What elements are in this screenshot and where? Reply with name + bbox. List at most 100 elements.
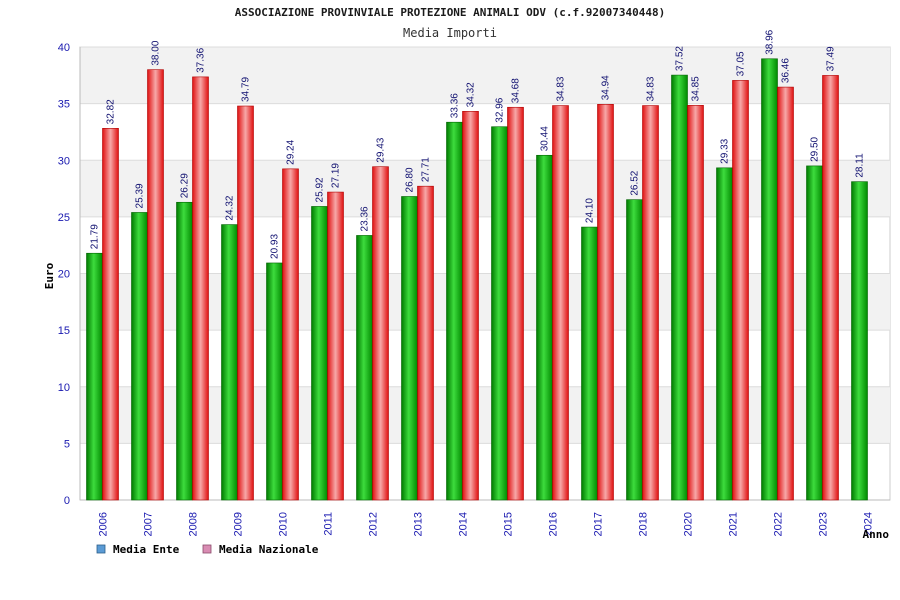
value-label-media-ente-2023: 29.50 — [810, 136, 821, 161]
bar-media-ente-2006 — [86, 252, 103, 501]
bar-media-ente-2010 — [266, 262, 283, 501]
value-label-media-ente-2016: 30.44 — [540, 126, 551, 151]
bar-media-nazionale-2011 — [327, 191, 344, 501]
value-label-media-nazionale-2009: 34.79 — [241, 77, 252, 102]
x-tick-label-2020: 2020 — [683, 512, 695, 536]
bar-media-ente-2007 — [131, 212, 148, 501]
x-tick-label-2022: 2022 — [773, 512, 785, 536]
y-tick-label: 30 — [58, 155, 70, 167]
bar-media-nazionale-2023 — [822, 75, 839, 501]
bar-media-nazionale-2013 — [417, 185, 434, 501]
legend-label-media-nazionale: Media Nazionale — [219, 543, 319, 556]
bar-media-ente-2008 — [176, 201, 193, 501]
bar-media-nazionale-2009 — [237, 105, 254, 501]
value-label-media-ente-2018: 26.52 — [630, 170, 641, 195]
value-label-media-ente-2017: 24.10 — [585, 198, 596, 223]
value-label-media-nazionale-2012: 29.43 — [376, 137, 387, 162]
bar-media-ente-2021 — [716, 167, 733, 501]
bar-media-nazionale-2008 — [192, 76, 209, 501]
y-axis-ticks: 0 5 10 15 20 25 30 35 40 — [58, 42, 70, 507]
x-tick-label-2011: 2011 — [323, 512, 335, 536]
bar-media-nazionale-2007 — [147, 69, 164, 501]
value-label-media-nazionale-2013: 27.71 — [421, 157, 432, 182]
x-tick-label-2016: 2016 — [548, 512, 560, 536]
legend-swatch-media-nazionale — [202, 544, 212, 554]
value-labels: 21.79 32.82 25.39 38.00 26.29 37.36 24.32 34.79… — [90, 29, 866, 259]
bar-media-ente-2020 — [671, 74, 688, 501]
value-label-media-ente-2021: 29.33 — [720, 138, 731, 163]
bar-media-ente-2016 — [536, 154, 553, 501]
bars — [86, 58, 868, 501]
bar-media-nazionale-2012 — [372, 166, 389, 501]
value-label-media-nazionale-2010: 29.24 — [286, 139, 297, 164]
value-label-media-ente-2024: 28.11 — [855, 153, 866, 178]
value-label-media-ente-2020: 37.52 — [675, 46, 686, 71]
grid-lines — [79, 46, 890, 501]
value-label-media-nazionale-2020: 34.85 — [691, 76, 702, 101]
value-label-media-ente-2010: 20.93 — [270, 234, 281, 259]
x-tick-label-2007: 2007 — [143, 512, 155, 536]
bar-media-ente-2022 — [761, 58, 778, 501]
x-axis-ticks: 2006 2007 2008 2009 2010 2011 2012 2013 2014 2015… — [98, 512, 875, 536]
bar-media-ente-2015 — [491, 126, 508, 501]
bar-media-nazionale-2022 — [777, 86, 794, 501]
x-tick-label-2015: 2015 — [503, 512, 515, 536]
value-label-media-ente-2007: 25.39 — [135, 183, 146, 208]
value-label-media-ente-2015: 32.96 — [495, 97, 506, 122]
bar-media-nazionale-2015 — [507, 106, 524, 501]
bar-media-nazionale-2020 — [687, 105, 704, 501]
value-label-media-ente-2009: 24.32 — [225, 195, 236, 220]
value-label-media-ente-2008: 26.29 — [180, 173, 191, 198]
x-tick-label-2013: 2013 — [413, 512, 425, 536]
bar-media-nazionale-2016 — [552, 105, 569, 501]
chart-subtitle: Media Importi — [403, 26, 497, 40]
value-label-media-ente-2012: 23.36 — [360, 206, 371, 231]
value-label-media-ente-2013: 26.80 — [405, 167, 416, 192]
bar-media-ente-2024 — [851, 181, 868, 501]
value-label-media-nazionale-2006: 32.82 — [106, 99, 117, 124]
value-label-media-nazionale-2007: 38.00 — [151, 40, 162, 65]
value-label-media-ente-2022: 38.96 — [765, 29, 776, 54]
x-tick-label-2024: 2024 — [863, 512, 875, 536]
plot-band — [80, 273, 890, 331]
value-label-media-nazionale-2022: 36.46 — [781, 58, 792, 83]
x-tick-label-2010: 2010 — [278, 512, 290, 536]
value-label-media-ente-2014: 33.36 — [450, 93, 461, 118]
value-label-media-nazionale-2023: 37.49 — [826, 46, 837, 71]
y-axis-label: Euro — [43, 262, 56, 289]
y-tick-label: 10 — [58, 382, 70, 394]
value-label-media-nazionale-2015: 34.68 — [511, 78, 522, 103]
x-tick-label-2014: 2014 — [458, 512, 470, 536]
plot-band — [80, 386, 890, 444]
x-tick-label-2009: 2009 — [233, 512, 245, 536]
x-tick-label-2021: 2021 — [728, 512, 740, 536]
bar-media-nazionale-2014 — [462, 111, 479, 501]
value-label-media-nazionale-2018: 34.83 — [646, 76, 657, 101]
x-tick-label-2006: 2006 — [98, 512, 110, 536]
y-tick-label: 40 — [58, 42, 70, 54]
bar-media-ente-2018 — [626, 199, 643, 501]
value-label-media-ente-2011: 25.92 — [315, 177, 326, 202]
plot-band — [80, 160, 890, 217]
y-tick-label: 35 — [58, 99, 70, 111]
x-tick-label-2012: 2012 — [368, 512, 380, 536]
y-tick-label: 20 — [58, 269, 70, 281]
y-tick-label: 25 — [58, 212, 70, 224]
legend: Media Ente Media Nazionale — [96, 543, 319, 556]
value-label-media-nazionale-2011: 27.19 — [331, 163, 342, 188]
bar-media-ente-2011 — [311, 206, 328, 501]
x-tick-label-2023: 2023 — [818, 512, 830, 536]
bar-media-ente-2014 — [446, 121, 463, 501]
chart-title: ASSOCIAZIONE PROVINVIALE PROTEZIONE ANIM… — [235, 6, 665, 19]
y-tick-label: 0 — [64, 495, 70, 507]
x-tick-label-2018: 2018 — [638, 512, 650, 536]
y-tick-label: 5 — [64, 438, 70, 450]
x-axis-label: Anno — [863, 528, 890, 541]
x-tick-label-2008: 2008 — [188, 512, 200, 536]
x-tick-label-2017: 2017 — [593, 512, 605, 536]
value-label-media-nazionale-2021: 37.05 — [736, 51, 747, 76]
value-label-media-nazionale-2016: 34.83 — [556, 76, 567, 101]
value-label-media-ente-2006: 21.79 — [90, 224, 101, 249]
bar-media-nazionale-2017 — [597, 104, 614, 501]
